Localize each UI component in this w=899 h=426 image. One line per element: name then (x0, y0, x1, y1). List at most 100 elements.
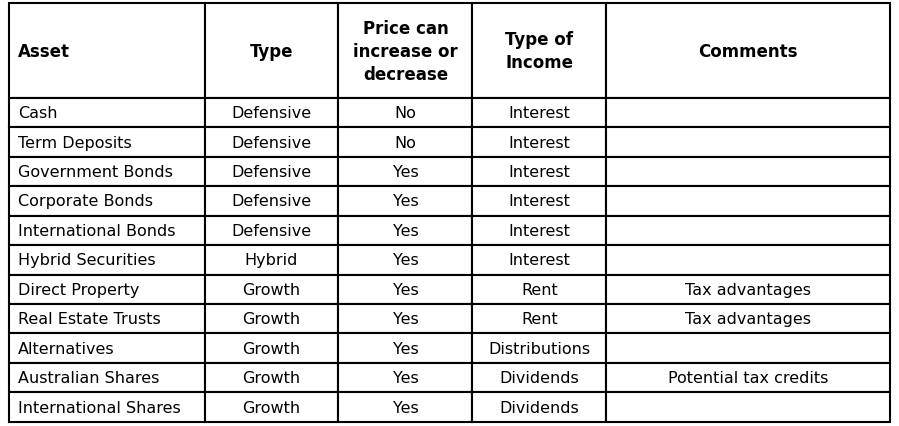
Text: Hybrid: Hybrid (245, 253, 298, 268)
Text: No: No (395, 135, 416, 150)
Text: Hybrid Securities: Hybrid Securities (18, 253, 156, 268)
Bar (339, 128, 472, 158)
Text: Yes: Yes (393, 253, 418, 268)
Text: Growth: Growth (243, 341, 300, 356)
Bar (205, 216, 339, 245)
Text: Interest: Interest (509, 223, 570, 239)
Text: International Bonds: International Bonds (18, 223, 175, 239)
Bar (339, 187, 472, 216)
Text: Yes: Yes (393, 370, 418, 385)
Bar (205, 304, 339, 334)
Bar (472, 392, 606, 422)
Bar (606, 392, 890, 422)
Text: Growth: Growth (243, 400, 300, 414)
Text: Growth: Growth (243, 311, 300, 326)
Bar (472, 187, 606, 216)
Bar (472, 128, 606, 158)
Bar (339, 216, 472, 245)
Bar (9, 275, 205, 304)
Text: Alternatives: Alternatives (18, 341, 114, 356)
Text: Cash: Cash (18, 106, 58, 121)
Text: Yes: Yes (393, 194, 418, 209)
Bar (472, 99, 606, 128)
Bar (472, 363, 606, 392)
Bar (205, 275, 339, 304)
Bar (606, 158, 890, 187)
Bar (606, 187, 890, 216)
Text: Yes: Yes (393, 165, 418, 180)
Bar (9, 187, 205, 216)
Bar (9, 245, 205, 275)
Bar (339, 99, 472, 128)
Text: Potential tax credits: Potential tax credits (668, 370, 828, 385)
Bar (606, 334, 890, 363)
Bar (606, 128, 890, 158)
Bar (606, 216, 890, 245)
Bar (205, 187, 339, 216)
Bar (606, 245, 890, 275)
Bar (472, 158, 606, 187)
Text: Type of
Income: Type of Income (505, 31, 574, 72)
Text: Tax advantages: Tax advantages (685, 282, 811, 297)
Text: Dividends: Dividends (500, 370, 579, 385)
Bar (339, 392, 472, 422)
Bar (339, 245, 472, 275)
Text: Yes: Yes (393, 282, 418, 297)
Text: Yes: Yes (393, 400, 418, 414)
Text: Government Bonds: Government Bonds (18, 165, 173, 180)
Text: Interest: Interest (509, 253, 570, 268)
Text: Corporate Bonds: Corporate Bonds (18, 194, 153, 209)
Bar (9, 334, 205, 363)
Text: Rent: Rent (521, 311, 557, 326)
Bar (339, 158, 472, 187)
Bar (472, 4, 606, 99)
Text: Defensive: Defensive (231, 194, 312, 209)
Text: Direct Property: Direct Property (18, 282, 139, 297)
Text: International Shares: International Shares (18, 400, 181, 414)
Text: Growth: Growth (243, 282, 300, 297)
Text: Yes: Yes (393, 223, 418, 239)
Text: Dividends: Dividends (500, 400, 579, 414)
Bar (339, 275, 472, 304)
Text: Interest: Interest (509, 165, 570, 180)
Text: Distributions: Distributions (488, 341, 591, 356)
Text: Growth: Growth (243, 370, 300, 385)
Text: Interest: Interest (509, 194, 570, 209)
Bar (339, 4, 472, 99)
Bar (472, 216, 606, 245)
Text: No: No (395, 106, 416, 121)
Text: Yes: Yes (393, 341, 418, 356)
Bar (205, 158, 339, 187)
Text: Defensive: Defensive (231, 165, 312, 180)
Bar (472, 304, 606, 334)
Bar (606, 304, 890, 334)
Text: Real Estate Trusts: Real Estate Trusts (18, 311, 161, 326)
Text: Interest: Interest (509, 106, 570, 121)
Bar (472, 275, 606, 304)
Bar (9, 363, 205, 392)
Bar (9, 128, 205, 158)
Text: Comments: Comments (699, 43, 798, 60)
Bar (9, 304, 205, 334)
Bar (339, 304, 472, 334)
Bar (9, 4, 205, 99)
Text: Asset: Asset (18, 43, 70, 60)
Text: Rent: Rent (521, 282, 557, 297)
Bar (9, 216, 205, 245)
Text: Interest: Interest (509, 135, 570, 150)
Bar (205, 334, 339, 363)
Bar (205, 363, 339, 392)
Text: Tax advantages: Tax advantages (685, 311, 811, 326)
Bar (205, 99, 339, 128)
Text: Yes: Yes (393, 311, 418, 326)
Text: Defensive: Defensive (231, 135, 312, 150)
Text: Australian Shares: Australian Shares (18, 370, 159, 385)
Text: Defensive: Defensive (231, 223, 312, 239)
Bar (205, 392, 339, 422)
Bar (472, 334, 606, 363)
Bar (339, 334, 472, 363)
Bar (472, 245, 606, 275)
Bar (9, 99, 205, 128)
Bar (9, 392, 205, 422)
Text: Defensive: Defensive (231, 106, 312, 121)
